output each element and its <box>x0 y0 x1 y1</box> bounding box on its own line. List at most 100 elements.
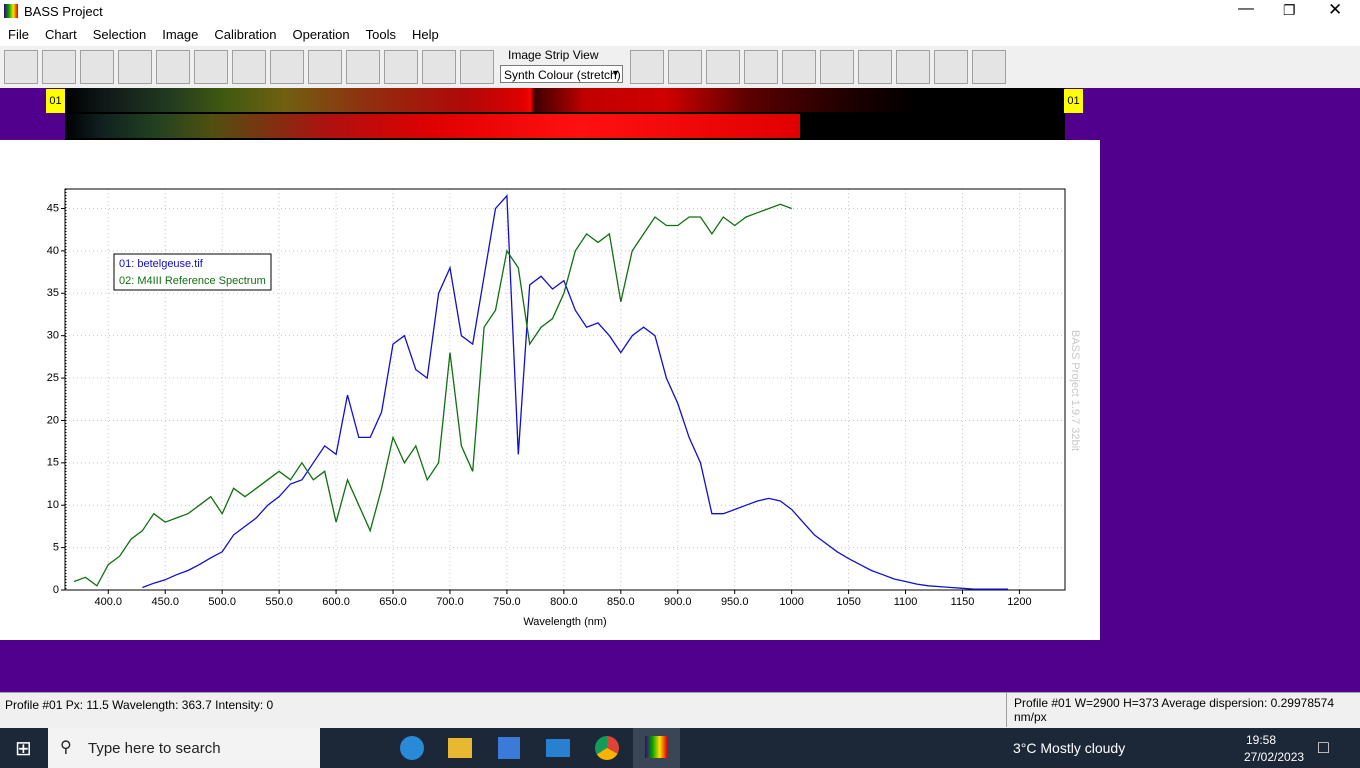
y-tick-label: 40 <box>47 245 59 257</box>
chrome-icon[interactable] <box>595 736 619 760</box>
toolbar-button[interactable] <box>858 50 892 84</box>
toolbar-button[interactable] <box>118 50 152 84</box>
toolbar-button[interactable] <box>668 50 702 84</box>
notifications[interactable]: □ <box>1318 737 1329 757</box>
toolbar-button[interactable] <box>270 50 304 84</box>
toolbar-button[interactable] <box>156 50 190 84</box>
legend-entry: 02: M4III Reference Spectrum <box>119 275 266 287</box>
legend-entry: 01: betelgeuse.tif <box>119 258 204 270</box>
toolbar-button[interactable] <box>384 50 418 84</box>
strip-synth <box>65 114 800 138</box>
x-tick-label: 850.0 <box>607 596 635 608</box>
status-bar: Profile #01 Px: 11.5 Wavelength: 363.7 I… <box>0 692 1360 728</box>
taskbar: ⊞ ⚲ Type here to search 3°C Mostly cloud… <box>0 728 1360 768</box>
y-tick-label: 35 <box>47 287 59 299</box>
x-tick-label: 1100 <box>894 596 918 608</box>
x-tick-label: 600.0 <box>322 596 350 608</box>
y-tick-label: 10 <box>47 499 59 511</box>
status-right: Profile #01 W=2900 H=373 Average dispers… <box>1014 696 1335 724</box>
toolbar-button[interactable] <box>896 50 930 84</box>
toolbar-button[interactable] <box>422 50 456 84</box>
x-tick-label: 1150 <box>951 596 975 608</box>
menu-item[interactable]: Operation <box>292 27 350 42</box>
strip-view-label: Image Strip View <box>508 48 599 62</box>
strip-mode-select[interactable]: Synth Colour (stretch) ▼ <box>500 65 623 83</box>
window-title: BASS Project <box>24 4 103 19</box>
y-tick-label: 45 <box>47 202 59 214</box>
toolbar-button[interactable] <box>232 50 266 84</box>
image-strip <box>65 88 1065 140</box>
toolbar-button[interactable] <box>630 50 664 84</box>
strip-label: 01 <box>46 89 65 113</box>
x-tick-label: 1050 <box>836 596 860 608</box>
edge-icon[interactable] <box>400 736 424 760</box>
title-bar: BASS Project — ❐ ✕ <box>0 0 1360 22</box>
plot-border <box>64 188 1066 591</box>
strip-image <box>65 88 1065 112</box>
menu-item[interactable]: Tools <box>365 27 396 42</box>
menu-item[interactable]: Calibration <box>214 27 277 42</box>
menu-item[interactable]: Chart <box>44 27 77 42</box>
chart: 0 5 10 15 20 25 30 35 40 45 400.0 450.0 500.0 550.0 60… <box>47 188 1081 628</box>
x-tick-label: 800.0 <box>550 596 578 608</box>
strip-label: 01 <box>1064 89 1083 113</box>
y-tick-label: 0 <box>53 584 59 596</box>
legend-box <box>113 253 272 291</box>
series-line <box>73 203 792 587</box>
clock-time: 19:58 <box>1246 733 1277 747</box>
x-tick-label: 550.0 <box>265 596 293 608</box>
toolbar-button[interactable] <box>934 50 968 84</box>
toolbar-button[interactable] <box>4 50 38 84</box>
x-tick-label: 450.0 <box>151 596 179 608</box>
menu-item[interactable]: Image <box>162 27 199 42</box>
x-tick-label: 900.0 <box>664 596 692 608</box>
toolbar-button[interactable] <box>744 50 778 84</box>
strip-mode: Synth Colour (stretch) <box>504 68 621 82</box>
x-tick-label: 1000 <box>779 596 803 608</box>
y-tick-label: 5 <box>53 542 59 554</box>
menu-item[interactable]: Help <box>411 27 439 42</box>
toolbar-button[interactable] <box>460 50 494 84</box>
store-icon[interactable] <box>498 737 520 759</box>
bass-icon <box>645 736 667 758</box>
search-icon: ⚲ <box>60 739 72 756</box>
y-tick-label: 25 <box>47 372 59 384</box>
series-line <box>142 194 1009 590</box>
bass-task[interactable] <box>633 728 680 768</box>
y-tick-label: 30 <box>47 330 59 342</box>
x-tick-label: 750.0 <box>493 596 521 608</box>
weather[interactable]: 3°C Mostly cloudy <box>1013 740 1126 756</box>
explorer-icon[interactable] <box>448 738 472 758</box>
minimize[interactable]: — <box>1238 0 1254 17</box>
x-tick-label: 1200 <box>1007 596 1031 608</box>
toolbar-button[interactable] <box>706 50 740 84</box>
status-divider <box>1006 693 1007 727</box>
maximize[interactable]: ❐ <box>1283 2 1296 18</box>
close[interactable]: ✕ <box>1328 0 1343 19</box>
x-tick-label: 950.0 <box>721 596 749 608</box>
search-text: Type here to search <box>88 740 221 757</box>
toolbar-button[interactable] <box>194 50 228 84</box>
x-tick-label: 700.0 <box>436 596 464 608</box>
menu-item[interactable]: File <box>8 27 29 42</box>
app-icon <box>4 4 18 18</box>
y-tick-label: 20 <box>47 414 59 426</box>
chart-panel: 0 5 10 15 20 25 30 35 40 45 400.0 450.0 500.0 550.0 60… <box>0 140 1100 640</box>
toolbar-button[interactable] <box>972 50 1006 84</box>
dropdown-arrow: ▼ <box>611 68 620 78</box>
toolbar-button[interactable] <box>782 50 816 84</box>
start-button[interactable]: ⊞ <box>15 738 32 760</box>
menu-item[interactable]: Selection <box>92 27 147 42</box>
mail-icon[interactable] <box>546 739 570 757</box>
toolbar-button[interactable] <box>308 50 342 84</box>
toolbar-button[interactable] <box>80 50 114 84</box>
y-tick-label: 15 <box>47 457 59 469</box>
status-left: Profile #01 Px: 11.5 Wavelength: 363.7 I… <box>5 698 274 712</box>
clock-date: 27/02/2023 <box>1244 750 1305 764</box>
toolbar-button[interactable] <box>42 50 76 84</box>
search-box[interactable]: ⚲ Type here to search <box>48 728 320 768</box>
x-axis-label: Wavelength (nm) <box>523 616 606 628</box>
toolbar-button[interactable] <box>820 50 854 84</box>
toolbar-button[interactable] <box>346 50 380 84</box>
